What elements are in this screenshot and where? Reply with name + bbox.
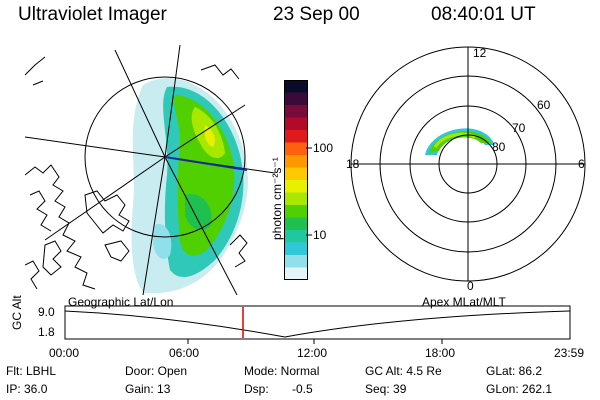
coastlines [25, 56, 248, 290]
status-filter: Flt: LBHL [6, 364, 57, 378]
status-seq: Seq: 39 [365, 382, 407, 396]
mlt-label-18: 18 [346, 157, 360, 171]
altitude-curve [64, 310, 571, 338]
colorbar-segment [284, 205, 308, 218]
colorbar-tick-10: 10 [313, 228, 327, 242]
date-text: 23 Sep 00 [273, 4, 360, 25]
mlt-label-12: 12 [473, 46, 487, 60]
sun-direction-line [164, 156, 248, 171]
time-text: 08:40:01 UT [431, 4, 536, 25]
colorbar-segment [284, 230, 308, 243]
status-dsp-value: -0.5 [292, 382, 313, 396]
status-glat: GLat: 86.2 [486, 364, 543, 378]
status-ip: IP: 36.0 [6, 382, 48, 396]
colorbar [284, 80, 308, 280]
timeline-ylabel: GC Alt [10, 295, 24, 330]
colorbar-segment [284, 255, 308, 268]
colorbar-border [284, 80, 308, 280]
colorbar-segment [284, 167, 308, 181]
mlat-label-60: 60 [537, 98, 551, 112]
colorbar-segment [284, 267, 308, 280]
status-glon: GLon: 262.1 [486, 382, 553, 396]
timeline-xtick-1800: 18:00 [425, 346, 456, 360]
orbit-timeline [64, 305, 571, 344]
colorbar-unit-label: photon cm⁻²s⁻¹ [270, 157, 284, 240]
geographic-image-panel [25, 45, 275, 295]
colorbar-segment [284, 142, 308, 156]
polar-emission [425, 128, 495, 155]
mlat-label-70: 70 [512, 121, 526, 135]
status-gc-alt: GC Alt: 4.5 Re [365, 364, 442, 378]
colorbar-segment [284, 80, 308, 93]
geographic-grid [25, 45, 275, 295]
colorbar-segment [284, 92, 308, 106]
mlt-label-6: 6 [578, 157, 585, 171]
colorbar-segment [284, 180, 308, 193]
colorbar-segment [284, 242, 308, 256]
status-mode: Mode: Normal [244, 364, 320, 378]
colorbar-segment [284, 155, 308, 168]
colorbar-segment [284, 105, 308, 118]
timeline-xtick-0000: 00:00 [49, 346, 80, 360]
colorbar-segment [284, 130, 308, 143]
status-dsp-label: Dsp: [244, 382, 269, 396]
mlt-label-0: 0 [467, 279, 474, 293]
colorbar-segment [284, 117, 308, 131]
colorbar-segment [284, 217, 308, 231]
timeline-xtick-0600: 06:00 [169, 346, 200, 360]
uv-emission-region [131, 78, 248, 294]
timeline-ytick-min: 1.8 [38, 325, 55, 339]
instrument-title: Ultraviolet Imager [18, 4, 167, 25]
colorbar-ticks [306, 147, 312, 236]
colorbar-tick-100: 100 [313, 141, 334, 155]
timeline-xtick-1200: 12:00 [297, 346, 328, 360]
timeline-frame [64, 305, 571, 340]
status-door: Door: Open [125, 364, 188, 378]
status-gain: Gain: 13 [125, 382, 171, 396]
polar-grid [350, 46, 586, 282]
timeline-ytick-max: 9.0 [38, 305, 55, 319]
colorbar-segment [284, 192, 308, 206]
timeline-xtick-2359: 23:59 [554, 346, 585, 360]
polar-plot [350, 46, 586, 282]
mlat-label-80: 80 [492, 140, 506, 154]
